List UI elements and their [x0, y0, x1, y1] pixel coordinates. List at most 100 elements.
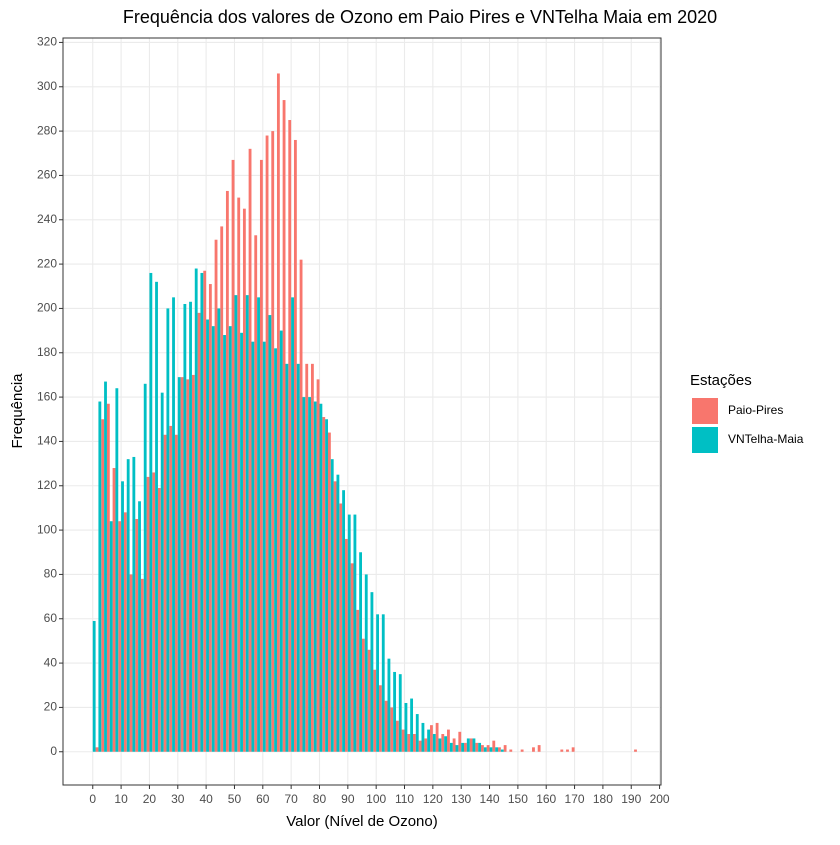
x-tick-label: 40	[199, 792, 213, 806]
bar	[316, 379, 320, 752]
bar	[387, 658, 391, 752]
bar	[265, 135, 269, 752]
bar	[180, 377, 184, 752]
bar	[319, 403, 323, 752]
bar	[367, 649, 371, 752]
bar	[92, 620, 96, 752]
bar	[464, 742, 467, 752]
bar	[449, 742, 453, 752]
bar	[398, 674, 402, 752]
y-tick-label: 200	[37, 301, 57, 315]
bar	[177, 377, 181, 752]
x-tick-label: 160	[536, 792, 556, 806]
bar	[492, 740, 496, 752]
bar	[418, 740, 422, 752]
bar	[308, 397, 311, 752]
x-tick-label: 180	[593, 792, 613, 806]
bar	[296, 363, 300, 752]
bar	[169, 425, 173, 752]
bar	[370, 592, 374, 752]
bar	[157, 487, 161, 752]
bar	[475, 742, 479, 752]
bar	[327, 432, 331, 752]
bar	[288, 120, 292, 752]
x-axis-label: Valor (Nível de Ozono)	[286, 813, 437, 830]
bar	[432, 734, 436, 752]
x-tick-label: 140	[480, 792, 500, 806]
bar	[455, 745, 459, 752]
bar	[140, 578, 144, 752]
x-tick-label: 100	[366, 792, 386, 806]
y-tick-label: 100	[37, 522, 57, 536]
bar	[336, 474, 340, 752]
bar	[101, 419, 105, 752]
bar	[356, 609, 360, 752]
bar	[106, 403, 110, 752]
bar	[282, 100, 286, 752]
bar	[135, 519, 139, 752]
bar	[560, 749, 564, 752]
bar	[285, 363, 289, 752]
x-tick-label: 170	[565, 792, 585, 806]
panel-border	[62, 37, 662, 786]
bar	[268, 315, 272, 752]
bar	[183, 303, 187, 752]
bar	[305, 363, 309, 752]
bar	[223, 335, 226, 752]
x-tick-label: 200	[650, 792, 670, 806]
x-tick-label: 80	[313, 792, 327, 806]
bar	[203, 270, 207, 752]
bar	[344, 538, 348, 752]
bar	[163, 434, 167, 752]
bar	[152, 472, 156, 752]
bar	[393, 671, 397, 752]
bar	[254, 235, 258, 752]
bar	[123, 512, 127, 752]
bar	[503, 745, 507, 752]
bar	[466, 738, 470, 752]
bar	[104, 381, 107, 752]
bar	[245, 295, 249, 752]
bar	[339, 503, 343, 752]
bar	[472, 738, 476, 752]
bar	[95, 747, 99, 752]
bar	[172, 297, 175, 752]
bar	[520, 749, 524, 752]
bar	[424, 738, 428, 752]
y-tick-label: 240	[37, 212, 57, 226]
bar	[509, 749, 513, 752]
bar	[322, 417, 326, 752]
bar	[381, 614, 385, 752]
bar	[486, 745, 490, 752]
bar	[217, 308, 221, 752]
bar	[149, 272, 153, 752]
bar	[438, 738, 442, 752]
bar	[458, 731, 462, 752]
bar	[160, 392, 164, 752]
bar	[401, 729, 405, 752]
x-tick-label: 190	[621, 792, 641, 806]
bar	[430, 725, 433, 752]
bar	[259, 159, 263, 752]
bar	[208, 284, 212, 752]
bar	[299, 259, 303, 752]
bar	[435, 722, 439, 752]
bar	[481, 745, 484, 752]
bar	[498, 747, 501, 752]
y-tick-label: 140	[37, 434, 57, 448]
bar	[325, 419, 328, 752]
bar	[146, 476, 150, 752]
bar	[291, 297, 294, 752]
bar	[121, 481, 124, 752]
bar	[478, 742, 482, 752]
bar	[333, 481, 337, 752]
bar	[373, 669, 377, 752]
bar	[500, 749, 504, 752]
bar	[194, 268, 198, 752]
bar	[138, 501, 141, 752]
bar	[571, 747, 575, 752]
bar	[237, 197, 241, 752]
bar	[220, 226, 224, 752]
x-tick-label: 50	[228, 792, 242, 806]
